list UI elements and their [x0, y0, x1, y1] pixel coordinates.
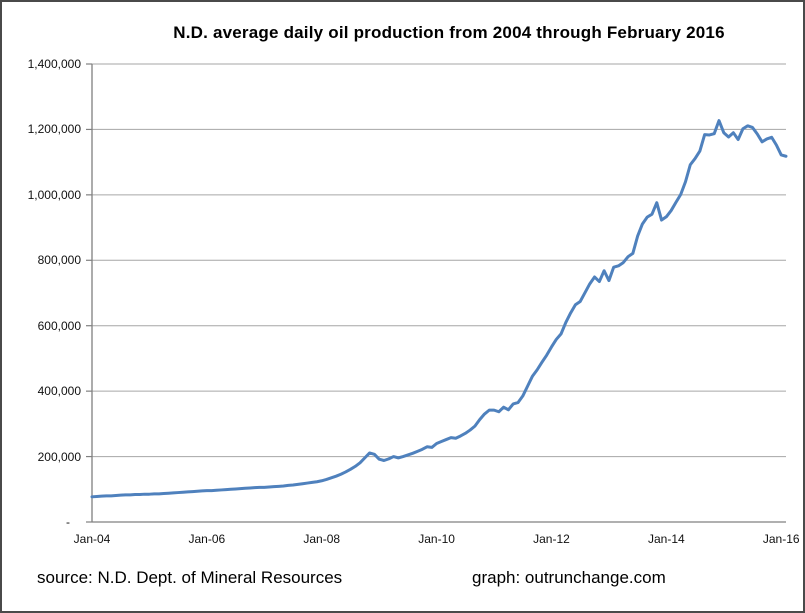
x-axis-tick-label: Jan-12: [533, 532, 570, 546]
y-axis-tick-label: 200,000: [37, 449, 81, 464]
graph-credit: graph: outrunchange.com: [472, 568, 666, 587]
gridlines: [92, 63, 786, 458]
y-axis-tick-label: 600,000: [37, 318, 81, 333]
x-axis-tick-label: Jan-16: [762, 532, 800, 546]
x-axis-tick-label: Jan-08: [303, 532, 341, 546]
source-attribution: source: N.D. Dept. of Mineral Resources: [37, 568, 343, 587]
x-axis-tick-label: Jan-14: [647, 532, 685, 546]
x-axis-tick-label: Jan-06: [188, 532, 226, 546]
y-axis-ticks: [86, 63, 92, 523]
y-axis-tick-label: 1,400,000: [27, 57, 81, 71]
x-axis-tick-label: Jan-04: [73, 532, 111, 546]
y-axis-tick-label: 800,000: [37, 253, 81, 268]
chart-title: N.D. average daily oil production from 2…: [173, 23, 725, 42]
axes: [91, 64, 786, 523]
y-axis-tick-label: 1,000,000: [27, 187, 81, 202]
production-line-series: [90, 119, 788, 499]
y-axis-tick-label: 400,000: [37, 384, 81, 399]
y-axis-tick-label: 1,200,000: [27, 122, 81, 137]
x-axis-tick-label: Jan-10: [418, 532, 455, 546]
y-axis-tick-label: -: [66, 515, 70, 529]
